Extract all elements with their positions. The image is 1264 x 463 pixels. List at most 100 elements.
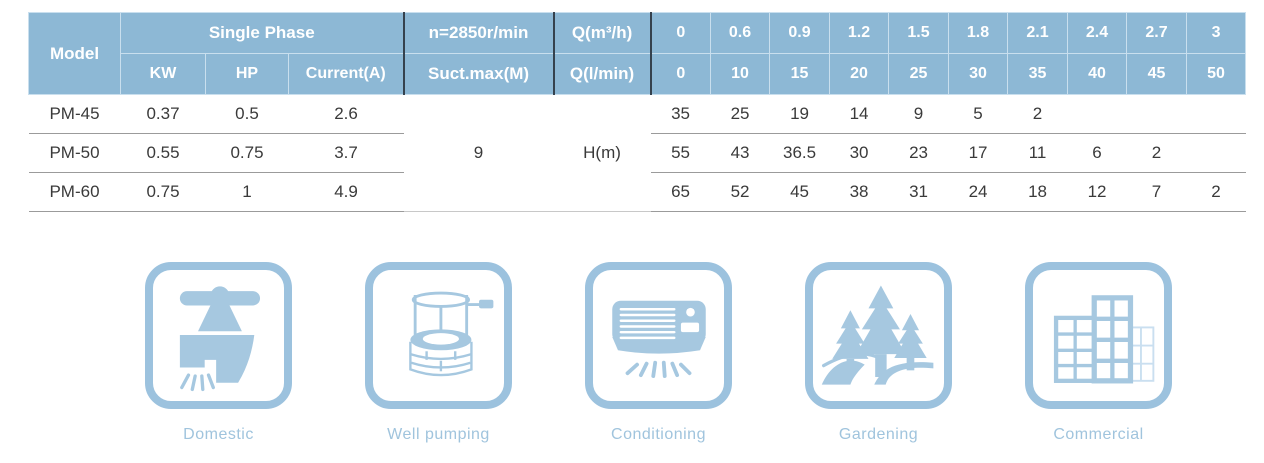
cell-head-value: 19 [769, 94, 830, 134]
header-cell-flow-lmin: 30 [948, 53, 1009, 95]
header-cell-flow-lmin: 20 [829, 53, 890, 95]
table-row: PM-45 0.37 0.5 2.6 9 H(m) 35 25 19 14 9 … [28, 94, 1246, 212]
app-card-well-pumping: Well pumping [365, 262, 512, 444]
header-cell-flow-m3h: 2.7 [1126, 12, 1188, 54]
cell-head-value: 12 [1067, 172, 1127, 212]
cell-model: PM-60 [28, 172, 121, 212]
cell-head-value: 23 [888, 133, 949, 173]
cell-head-value [1186, 94, 1246, 134]
cell-head-value: 2 [1007, 94, 1068, 134]
header-cell-flow-m3h: 3 [1186, 12, 1247, 54]
app-label: Domestic [183, 426, 254, 443]
app-label: Commercial [1053, 426, 1144, 443]
header-cell-flow-m3h: 1.8 [948, 12, 1009, 54]
icon-card [585, 262, 732, 409]
cell-hp: 0.5 [205, 94, 289, 134]
app-label: Gardening [838, 426, 919, 443]
buildings-icon [1053, 294, 1154, 383]
header-cell-q-m3h: Q(m³/h) [552, 12, 652, 54]
icon-card [805, 262, 952, 409]
app-card-conditioning: Conditioning [585, 262, 732, 444]
cell-hp: 1 [205, 172, 289, 212]
application-icons-row: Domestic [145, 262, 1172, 444]
cell-model: PM-45 [28, 94, 121, 134]
cell-model: PM-50 [28, 133, 121, 173]
cell-head-value: 38 [829, 172, 889, 212]
header-cell-q-lmin: Q(l/min) [552, 53, 652, 95]
cell-head-value: 5 [948, 94, 1008, 134]
cell-head-value: 65 [650, 172, 711, 212]
cell-head-value [1067, 94, 1127, 134]
cell-head-value [1126, 94, 1187, 134]
cell-current: 3.7 [288, 133, 404, 173]
app-label: Conditioning [611, 426, 706, 443]
header-cell-flow-m3h: 1.2 [829, 12, 890, 54]
faucet-icon [179, 285, 260, 391]
table-row: PM-50 0.55 0.75 3.7 55 43 36.5 30 23 17 … [28, 133, 1246, 173]
header-cell-flow-m3h: 2.4 [1067, 12, 1128, 54]
cell-head-value: 30 [829, 133, 889, 173]
header-cell-flow-lmin: 10 [710, 53, 771, 95]
cell-head-value: 36.5 [769, 133, 830, 173]
cell-head-value: 14 [829, 94, 889, 134]
header-cell-flow-lmin: 40 [1067, 53, 1128, 95]
app-card-commercial: Commercial [1025, 262, 1172, 444]
cell-head-value: 7 [1126, 172, 1187, 212]
header-cell-flow-lmin: 50 [1186, 53, 1247, 95]
cell-head-value: 11 [1007, 133, 1068, 173]
app-card-gardening: Gardening [805, 262, 952, 444]
cell-head-value: 9 [888, 94, 949, 134]
header-cell-flow-m3h: 1.5 [888, 12, 950, 54]
cell-head-value: 6 [1067, 133, 1127, 173]
header-cell-flow-lmin: 15 [769, 53, 831, 95]
well-icon [408, 291, 493, 376]
pump-spec-table: Model Single Phase n=2850r/min Q(m³/h) 0… [28, 12, 1247, 212]
icon-card [1025, 262, 1172, 409]
app-label: Well pumping [387, 426, 490, 443]
cell-head-value: 45 [769, 172, 830, 212]
cell-current: 4.9 [288, 172, 404, 212]
cell-head-value: 35 [650, 94, 711, 134]
header-cell-flow-lmin: 35 [1007, 53, 1069, 95]
header-cell-flow-lmin: 45 [1126, 53, 1188, 95]
cell-head-value: 43 [710, 133, 770, 173]
cell-head-value: 2 [1186, 172, 1246, 212]
app-card-domestic: Domestic [145, 262, 292, 444]
header-cell-suct-max: Suct.max(M) [402, 53, 555, 95]
header-cell-flow-lmin: 25 [888, 53, 950, 95]
header-row-2: KW HP Current(A) Suct.max(M) Q(l/min) 0 … [29, 53, 1247, 95]
cell-kw: 0.55 [120, 133, 206, 173]
header-row-1: Model Single Phase n=2850r/min Q(m³/h) 0… [28, 12, 1247, 95]
cell-head-value: 55 [650, 133, 711, 173]
header-cell-flow-m3h: 0.6 [710, 12, 771, 54]
cell-head-value: 2 [1126, 133, 1187, 173]
cell-head-value: 31 [888, 172, 949, 212]
cell-head-value: 18 [1007, 172, 1068, 212]
header-cell-current: Current(A) [287, 53, 405, 95]
table-row: PM-60 0.75 1 4.9 65 52 45 38 31 24 18 12… [28, 172, 1246, 212]
cell-suction-max: 9 [403, 94, 554, 212]
cell-kw: 0.37 [120, 94, 206, 134]
air-conditioner-icon [611, 300, 706, 378]
cell-hp: 0.75 [205, 133, 289, 173]
icon-card [365, 262, 512, 409]
cell-head-value: 25 [710, 94, 770, 134]
header-cell-single-phase: Single Phase [119, 12, 405, 54]
header-cell-kw: KW [120, 53, 206, 95]
header-cell-hp: HP [205, 53, 289, 95]
cell-head-value: 52 [710, 172, 770, 212]
header-cell-flow-m3h: 0 [649, 12, 712, 54]
icon-card [145, 262, 292, 409]
header-cell-model: Model [28, 12, 121, 95]
header-cell-speed: n=2850r/min [402, 12, 555, 54]
header-cell-flow-m3h: 2.1 [1007, 12, 1069, 54]
header-cell-flow-m3h: 0.9 [769, 12, 831, 54]
cell-head-value: 17 [948, 133, 1008, 173]
cell-head-label: H(m) [553, 94, 651, 212]
header-cell-flow-lmin: 0 [649, 53, 712, 95]
cell-head-value [1186, 133, 1246, 173]
pine-trees-icon [821, 284, 933, 385]
cell-kw: 0.75 [120, 172, 206, 212]
cell-current: 2.6 [288, 94, 404, 134]
